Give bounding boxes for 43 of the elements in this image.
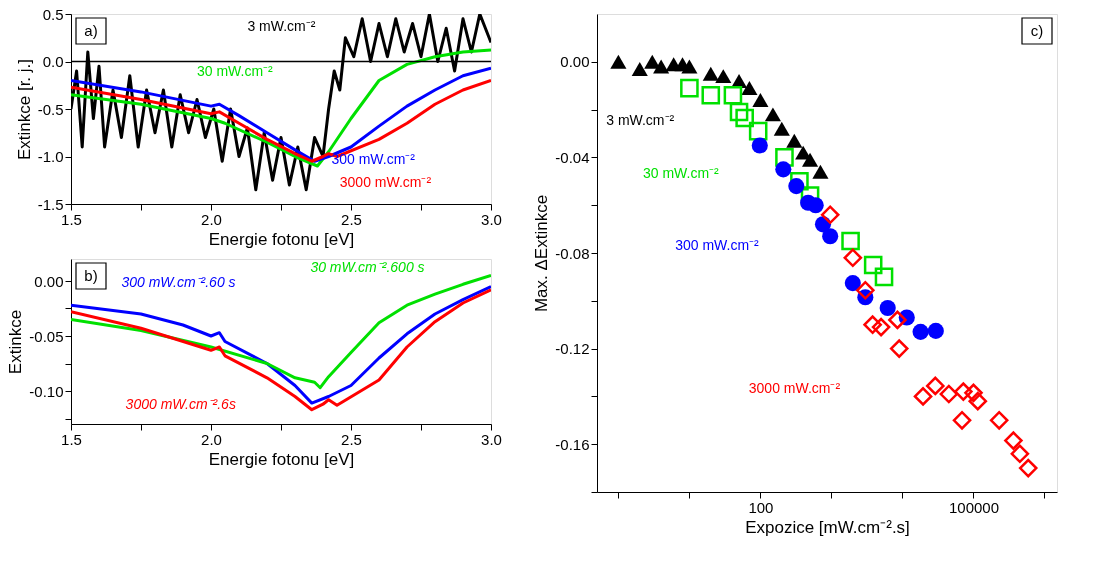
x-tick-label: 2.0 [201,210,222,228]
annotation: 30 mW.cm⁻².600 s [310,258,425,275]
x-axis-title: Expozice [mW.cm⁻².s] [745,517,910,537]
y-tick-label: 0.00 [560,53,590,71]
y-tick-label: -0.08 [555,244,590,262]
x-tick-label: 2.5 [341,430,362,448]
y-tick-label: 0.0 [42,53,64,70]
y-tick-label: -0.05 [29,327,64,345]
annotation: 3 mW.cm⁻² [606,112,675,129]
x-axis-title: Energie fotonu [eV] [208,449,355,469]
annotation: 300 mW.cm⁻² [331,150,416,167]
y-tick-label: -0.10 [29,382,64,400]
annotation: c) [1030,22,1044,39]
x-tick-label: 3.0 [481,210,502,228]
y-tick-label: -0.5 [37,100,64,118]
annotation: 3000 mW.cm⁻² [748,380,841,397]
annotation: 300 mW.cm⁻² [675,236,760,253]
annotation: 30 mW.cm⁻² [643,164,720,181]
annotation: 3000 mW.cm⁻² [339,173,432,190]
y-tick-label: -1.5 [37,195,64,213]
x-tick-label: 100000 [948,498,1000,516]
x-axis-title: Energie fotonu [eV] [208,229,355,249]
x-tick-label: 2.5 [341,210,362,228]
y-tick-label: -0.12 [555,340,590,358]
y-axis-title: Max. ΔExtinkce [532,194,552,313]
annotation: 300 mW.cm⁻².60 s [121,273,236,290]
annotation: 3000 mW.cm⁻².6s [125,395,236,412]
x-tick-label: 3.0 [481,430,502,448]
annotation: a) [84,22,98,39]
y-axis-title: Extinkce [6,309,26,375]
annotation: 30 mW.cm⁻² [197,63,274,80]
y-tick-label: -0.16 [555,435,590,453]
y-axis-title: Extinkce [r. j.] [14,58,34,161]
y-tick-label: -0.04 [555,148,590,166]
x-tick-label: 1.5 [61,210,82,228]
x-tick-label: 1.5 [61,430,82,448]
annotation: b) [84,267,98,284]
x-tick-label: 100 [748,498,774,516]
x-tick-label: 2.0 [201,430,222,448]
y-tick-label: -1.0 [37,148,64,165]
y-tick-label: 0.5 [42,5,64,23]
annotation: 3 mW.cm⁻² [247,17,316,34]
y-tick-label: 0.00 [34,272,64,290]
